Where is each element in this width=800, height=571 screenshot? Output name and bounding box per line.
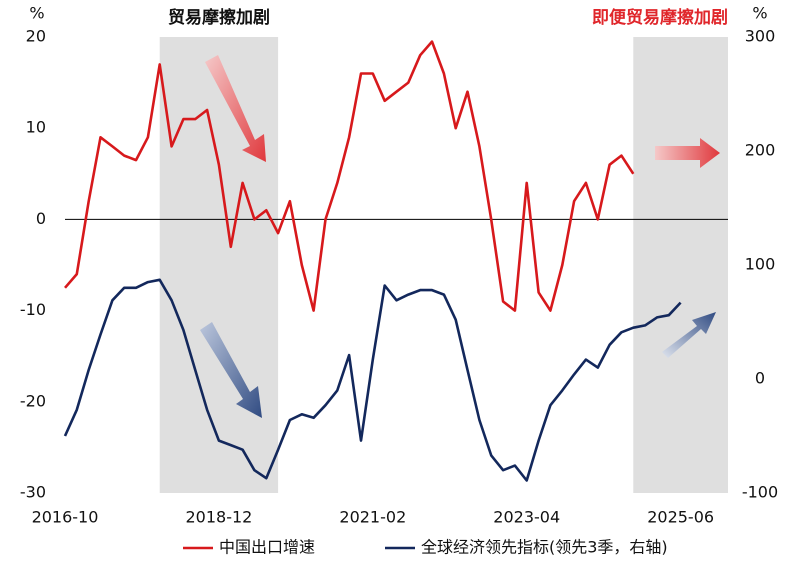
- y-tick-label: 0: [36, 209, 46, 228]
- annotation: 即便贸易摩擦加剧: [592, 7, 728, 28]
- shaded-region: [633, 37, 728, 493]
- legend-label: 中国出口增速: [219, 538, 315, 557]
- y-tick-label: -30: [20, 483, 46, 502]
- trend-arrows: [200, 55, 720, 418]
- x-tick-label: 2025-06: [647, 508, 714, 527]
- annotation: 贸易摩擦加剧: [168, 7, 270, 28]
- y2-tick-label: -100: [742, 483, 778, 502]
- y-unit: %: [29, 4, 44, 23]
- series-line: [64, 40, 635, 312]
- y2-tick-label: 0: [755, 369, 765, 388]
- y2-tick-label: 300: [745, 27, 776, 46]
- y-tick-label: 20: [26, 27, 46, 46]
- shaded-regions: [159, 37, 728, 493]
- y-tick-label: -10: [20, 300, 46, 319]
- y-tick-label: 10: [26, 118, 46, 137]
- series-line: [63, 278, 682, 482]
- legend-label: 全球经济领先指标(领先3季，右轴): [421, 538, 668, 557]
- y-tick-label: -20: [20, 391, 46, 410]
- arrow: [662, 312, 716, 358]
- y2-unit: %: [752, 4, 767, 23]
- x-tick-label: 2016-10: [32, 508, 99, 527]
- plot-area: [63, 40, 728, 482]
- x-tick-label: 2023-04: [493, 508, 560, 527]
- x-tick-label: 2021-02: [339, 508, 406, 527]
- shaded-region: [159, 37, 279, 493]
- y2-tick-label: 200: [745, 141, 776, 160]
- y2-tick-label: 100: [745, 255, 776, 274]
- arrow: [205, 55, 266, 162]
- x-tick-label: 2018-12: [185, 508, 252, 527]
- arrow: [655, 138, 720, 168]
- arrow: [200, 322, 262, 418]
